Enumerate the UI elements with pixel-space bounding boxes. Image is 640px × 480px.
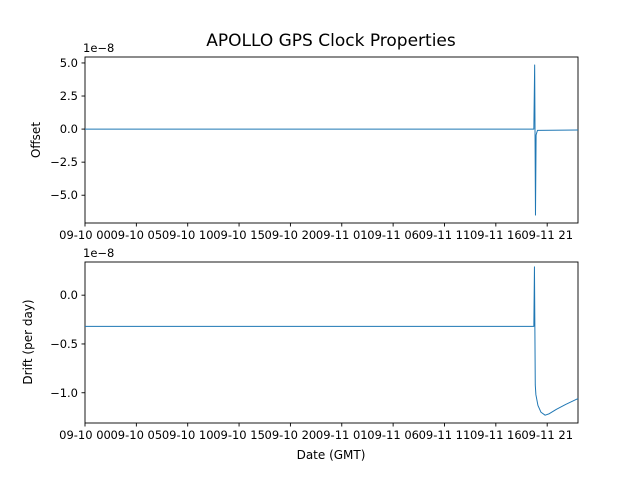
offset-plot: 09-10 00 09-10 05 09-10 10 09-10 15 09-10 20… xyxy=(50,41,579,242)
x-tick-label: 09-11 01 xyxy=(316,428,368,442)
x-tick-label: 09-11 16 xyxy=(470,228,522,242)
scale-offset-label: 1e−8 xyxy=(83,41,114,55)
x-tick-label: 09-11 06 xyxy=(367,428,419,442)
x-tick-label: 09-11 06 xyxy=(367,228,419,242)
y-tick-label: −5.0 xyxy=(50,188,78,202)
x-tick-label: 09-11 21 xyxy=(521,428,573,442)
axes-frame xyxy=(84,56,579,224)
x-tick-label: 09-11 21 xyxy=(521,228,573,242)
x-tick-label: 09-10 20 xyxy=(265,428,317,442)
x-tick-label: 09-11 11 xyxy=(419,428,471,442)
y-tick-label: 2.5 xyxy=(60,89,78,103)
figure-title: APOLLO GPS Clock Properties xyxy=(206,31,456,51)
x-tick-label: 09-10 15 xyxy=(213,228,265,242)
y-tick-label: 0.0 xyxy=(60,122,78,136)
y-tick-label: 0.0 xyxy=(60,288,78,302)
offset-vs-date-line xyxy=(85,64,579,216)
x-tick-label: 09-10 10 xyxy=(162,228,214,242)
x-tick-label: 09-10 00 xyxy=(59,228,111,242)
x-tick-label: 09-11 11 xyxy=(419,228,471,242)
drift-vs-date-line xyxy=(85,266,579,416)
y-tick-label: 5.0 xyxy=(60,56,78,70)
x-tick-label: 09-11 16 xyxy=(470,428,522,442)
drift-ylabel: Drift (per day) xyxy=(21,299,35,384)
y-tick-label: −0.5 xyxy=(50,337,78,351)
axes-frame xyxy=(84,261,579,424)
y-tick-label: −1.0 xyxy=(50,386,78,400)
drift-plot: 09-10 00 09-10 05 09-10 10 09-10 15 09-10 20… xyxy=(50,246,579,442)
offset-ylabel: Offset xyxy=(29,122,43,158)
x-tick-label: 09-10 15 xyxy=(213,428,265,442)
x-tick-label: 09-10 05 xyxy=(110,428,162,442)
x-tick-label: 09-10 05 xyxy=(110,228,162,242)
x-tick-label: 09-10 20 xyxy=(265,228,317,242)
date-xlabel: Date (GMT) xyxy=(297,448,366,462)
x-tick-label: 09-10 10 xyxy=(162,428,214,442)
x-tick-label: 09-11 01 xyxy=(316,228,368,242)
x-tick-label: 09-10 00 xyxy=(59,428,111,442)
y-tick-label: −2.5 xyxy=(50,155,78,169)
scale-offset-label: 1e−8 xyxy=(83,246,114,260)
